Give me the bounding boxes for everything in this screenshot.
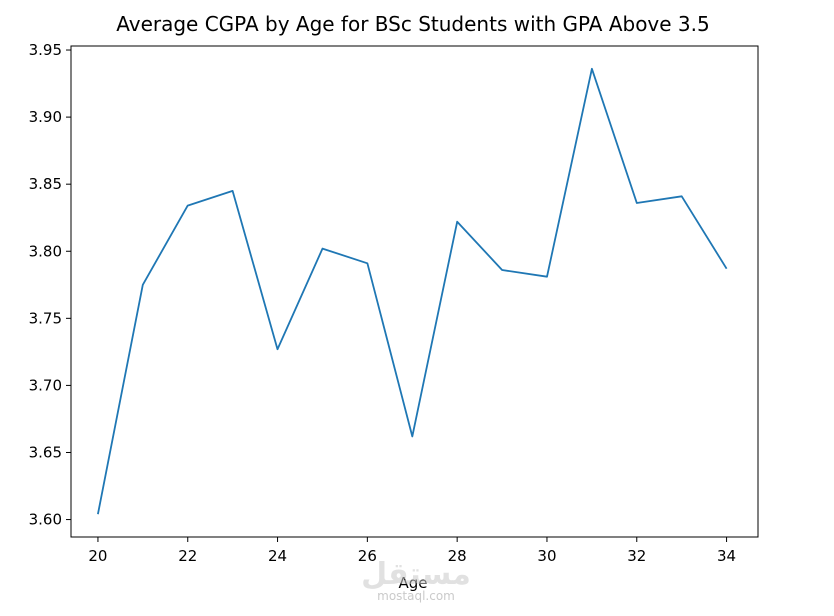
x-tick-label: 30 — [537, 547, 556, 565]
y-tick-label: 3.90 — [29, 108, 62, 126]
chart-title: Average CGPA by Age for BSc Students wit… — [116, 12, 710, 36]
y-tick-label: 3.95 — [29, 41, 62, 59]
watermark-arabic: مستقل — [361, 557, 471, 592]
y-tick-label: 3.75 — [29, 309, 62, 327]
axes-frame — [70, 45, 759, 538]
x-axis-label: Age — [398, 574, 427, 592]
x-tick-label: 20 — [88, 547, 107, 565]
y-tick-label: 3.70 — [29, 376, 62, 394]
x-tick-label: 34 — [717, 547, 736, 565]
x-tick-label: 24 — [268, 547, 287, 565]
x-tick-label: 28 — [448, 547, 467, 565]
series-line — [97, 67, 728, 515]
y-tick-label: 3.65 — [29, 443, 62, 461]
y-tick-label: 3.60 — [29, 511, 62, 529]
x-tick-label: 26 — [358, 547, 377, 565]
watermark: مستقل mostaql.com — [361, 557, 471, 603]
watermark-latin: mostaql.com — [377, 589, 455, 603]
y-tick-label: 3.85 — [29, 175, 62, 193]
x-tick-label: 22 — [178, 547, 197, 565]
plot-area: 20 22 24 26 28 30 32 34 3.60 3.65 3.70 3.75 3.80 3.85… — [29, 41, 759, 565]
x-tick-label: 32 — [627, 547, 646, 565]
y-tick-label: 3.80 — [29, 242, 62, 260]
